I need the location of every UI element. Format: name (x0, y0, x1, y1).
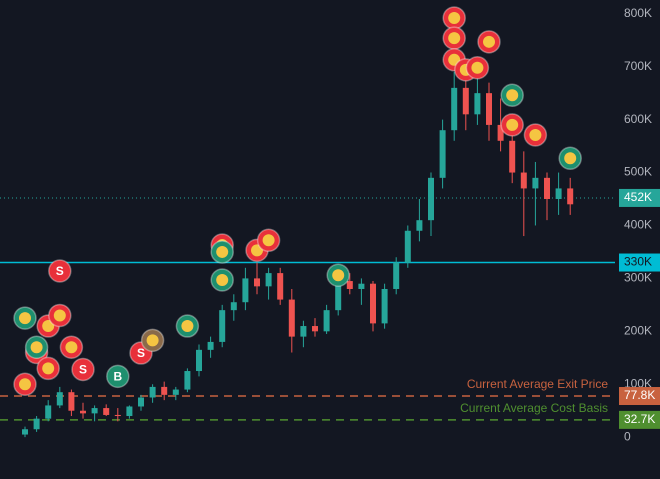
trade-marker (48, 259, 72, 283)
trade-marker (71, 357, 95, 382)
candle-body (381, 288, 388, 324)
price-label: 32.7K (624, 412, 655, 426)
candle-body (486, 93, 492, 125)
trade-marker-label: S (79, 363, 87, 377)
candle-body (544, 177, 550, 200)
candle-body (45, 405, 52, 419)
y-tick-label: 100K (624, 376, 652, 390)
candle-body (428, 177, 434, 221)
trade-marker (106, 364, 130, 389)
trade-marker-label: S (137, 346, 145, 360)
price-line-text: Current Average Exit Price (467, 377, 609, 391)
candle-body (520, 172, 527, 189)
candle-body (172, 389, 179, 395)
y-tick-label: 700K (624, 59, 652, 73)
candle-body (404, 230, 411, 263)
candle-body (416, 220, 423, 231)
price-label: 452K (624, 190, 652, 204)
marker-icon (529, 128, 542, 141)
candle-body (509, 140, 516, 173)
candle-body (370, 283, 376, 324)
marker-icon (146, 334, 159, 347)
trade-marker-label: B (113, 369, 122, 383)
candle-body (439, 130, 446, 178)
candle-body (149, 386, 156, 398)
candle-body (288, 299, 295, 337)
y-tick-label: 0 (624, 429, 631, 443)
candle-body (103, 408, 110, 415)
marker-icon (65, 341, 78, 354)
candle-body (567, 188, 574, 205)
candle-body (358, 283, 365, 289)
marker-icon (448, 53, 461, 66)
marker-icon (262, 234, 275, 247)
marker-icon (506, 118, 519, 131)
price-line-text: Current Average Cost Basis (460, 401, 608, 415)
candle-body (230, 302, 237, 311)
marker-icon (506, 89, 519, 102)
candle-body (80, 410, 86, 414)
marker-icon (53, 309, 66, 322)
candle-body (242, 278, 249, 303)
candle-body (138, 397, 144, 407)
candle-body (196, 349, 202, 372)
candle-body (114, 414, 121, 417)
y-tick-label: 300K (624, 271, 652, 285)
price-label-box (619, 387, 660, 406)
candle-body (393, 262, 400, 289)
marker-icon (42, 320, 55, 333)
candle-body (323, 310, 330, 332)
marker-icon (19, 378, 31, 391)
candle-body (161, 386, 168, 395)
candle-body (451, 87, 458, 131)
marker-icon (564, 152, 577, 165)
marker-icon (448, 32, 461, 45)
candle-body (254, 278, 260, 287)
y-tick-label: 800K (624, 6, 652, 20)
candle-body (346, 281, 353, 289)
marker-icon (42, 362, 55, 375)
marker-icon (483, 35, 495, 48)
y-tick-label: 600K (624, 112, 652, 126)
candle-body (207, 341, 214, 350)
marker-icon (19, 312, 31, 325)
marker-icon (448, 11, 461, 24)
marker-icon (251, 244, 263, 257)
candle-body (219, 310, 226, 342)
candle-body (91, 408, 98, 414)
price-label-box (619, 253, 660, 272)
y-tick-label: 500K (624, 165, 652, 179)
candle-body (497, 124, 504, 141)
trade-marker-label: S (56, 264, 64, 278)
candle-body (300, 326, 307, 337)
candle-body (462, 87, 469, 115)
candle-body (532, 177, 539, 189)
candle-body (184, 371, 191, 390)
marker-icon (332, 269, 345, 282)
y-tick-label: 200K (624, 324, 652, 338)
candle-body (555, 188, 562, 200)
marker-icon (471, 61, 484, 74)
marker-icon (181, 320, 194, 333)
candle-body (335, 281, 342, 311)
price-label: 77.8K (624, 388, 655, 402)
candle-body (68, 392, 75, 411)
candle-body (277, 273, 284, 300)
candle-body (126, 406, 133, 417)
candle-body (56, 392, 63, 406)
candle-body (312, 326, 318, 332)
candle-body (265, 273, 272, 287)
candle-body (33, 418, 40, 430)
marker-icon (30, 341, 43, 354)
price-label-box (619, 410, 660, 429)
y-tick-label: 400K (624, 218, 652, 232)
marker-icon (216, 245, 229, 258)
price-label: 330K (624, 255, 652, 269)
price-label-box (619, 188, 660, 207)
marker-icon (216, 273, 229, 286)
candle-body (22, 429, 28, 435)
candle-body (474, 93, 481, 115)
